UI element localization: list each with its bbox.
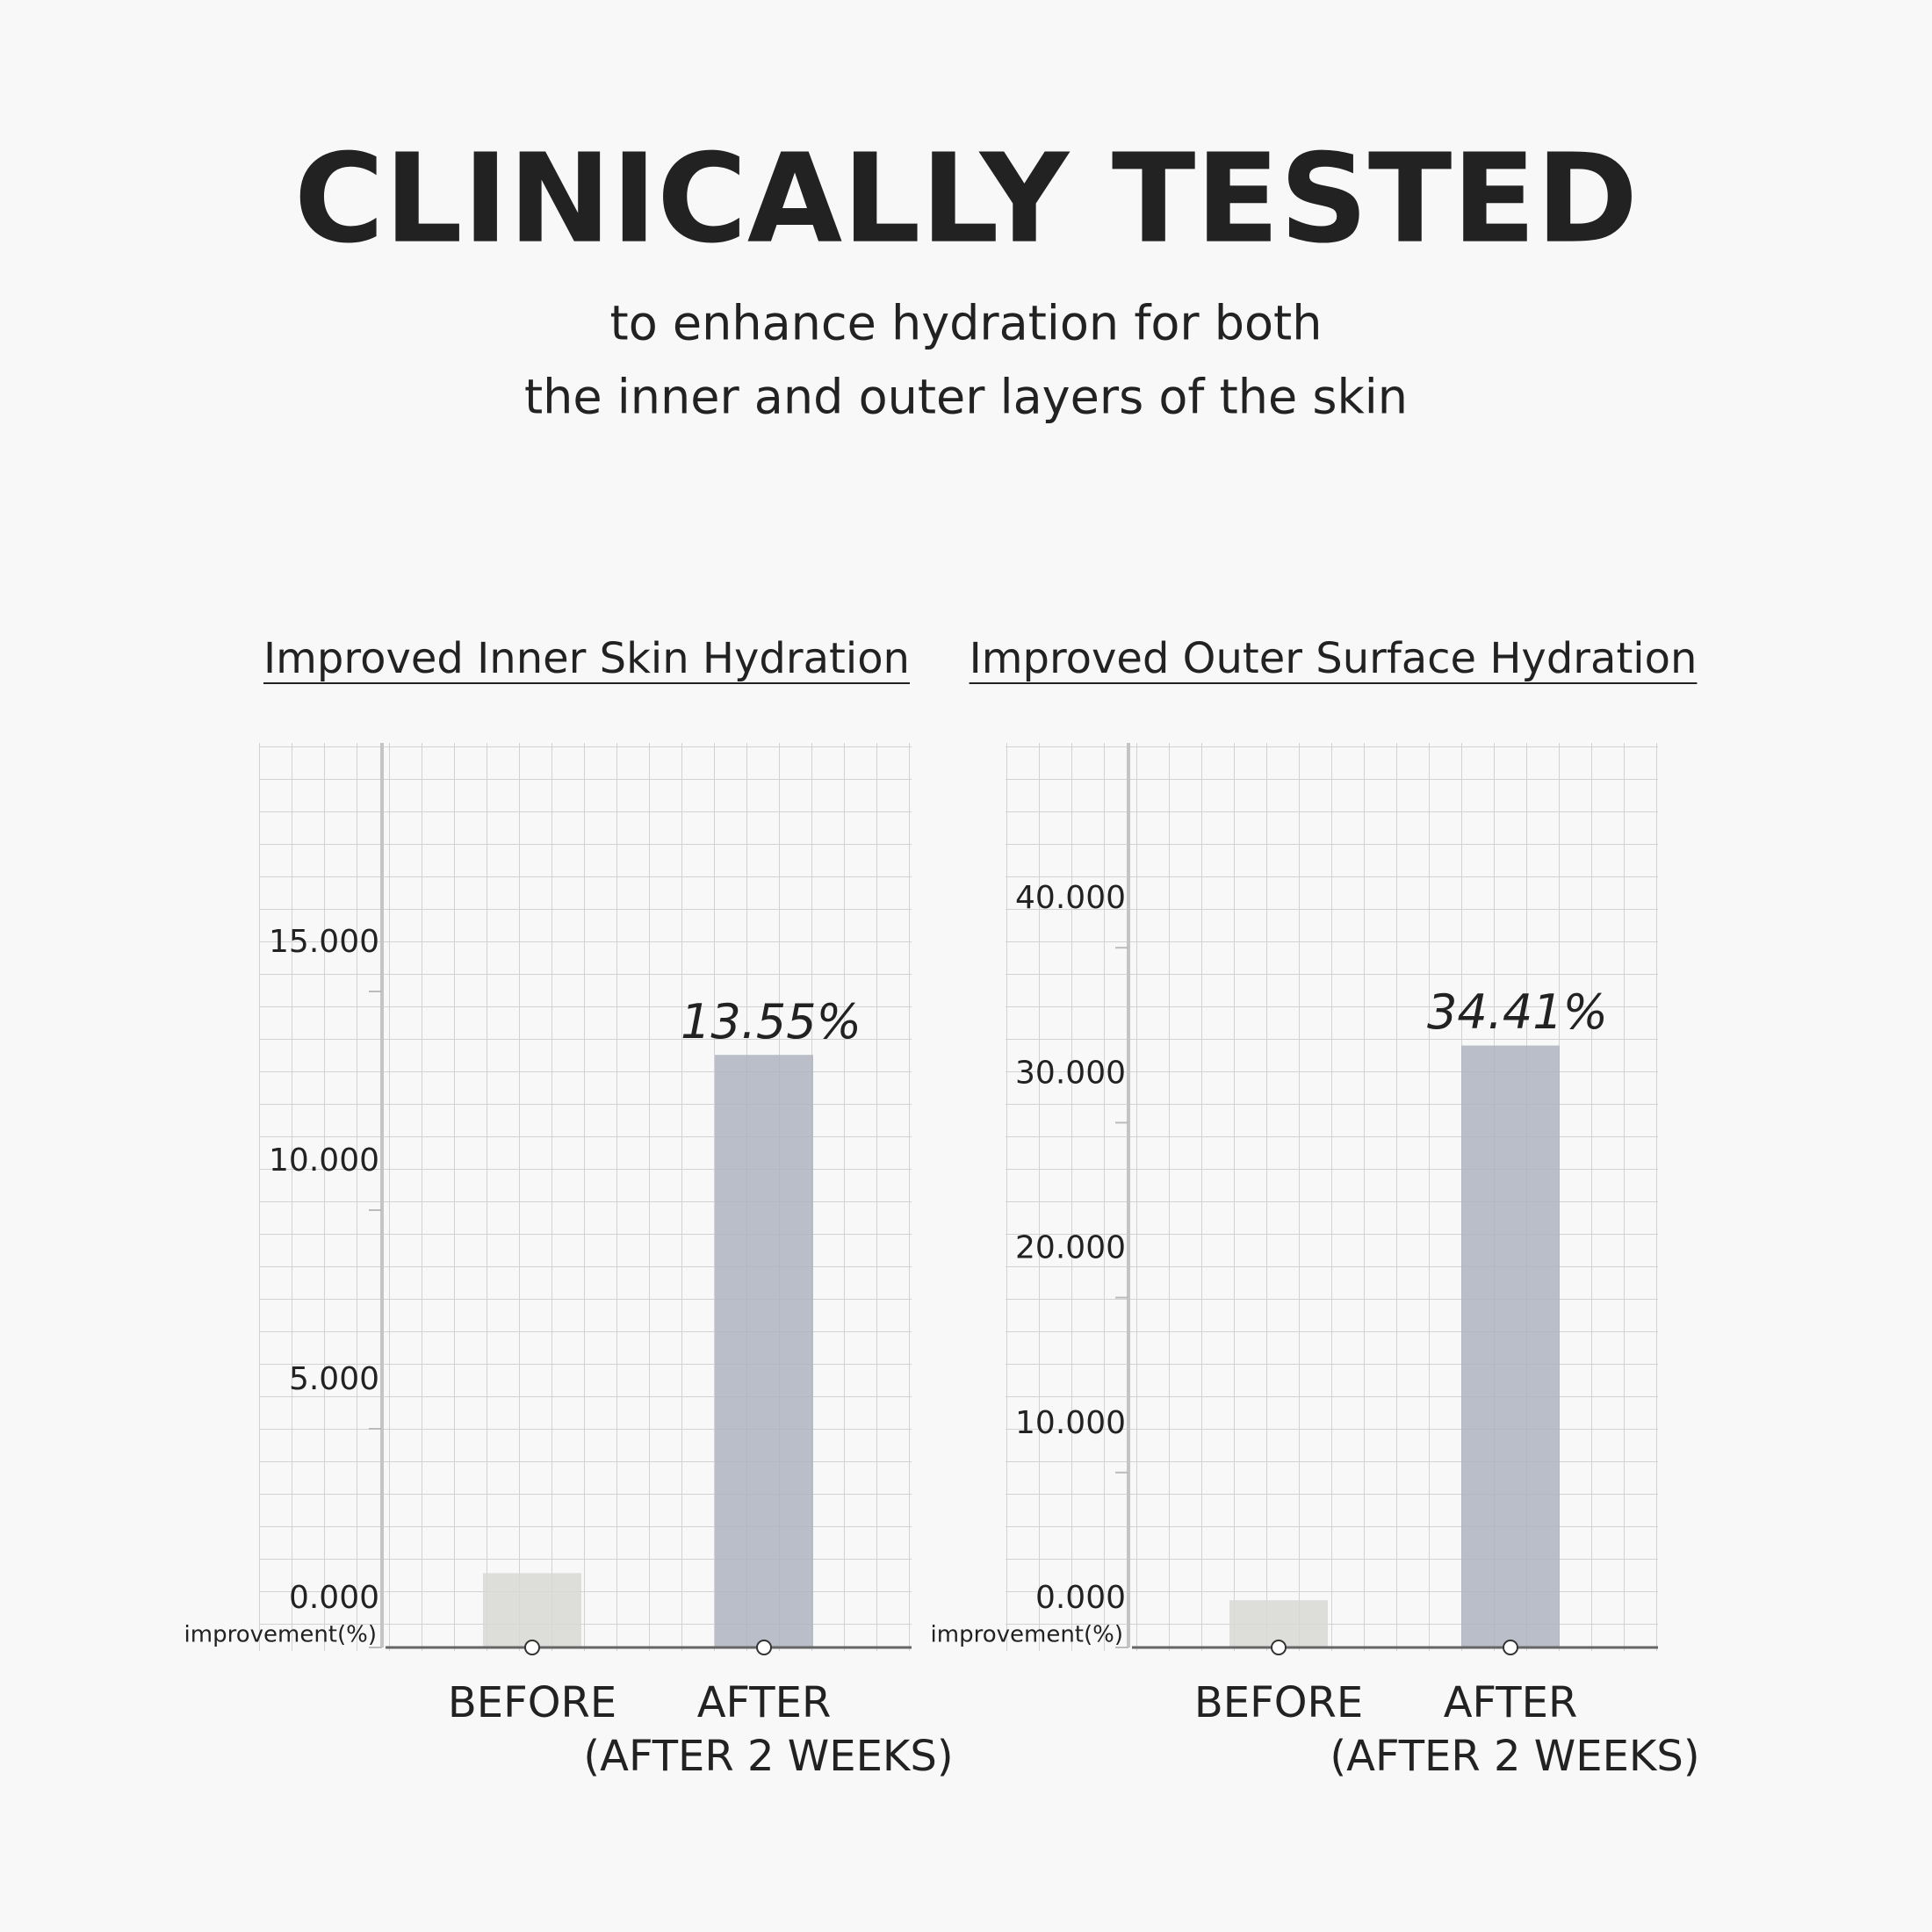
y-tick-label: 5.000 <box>289 1361 379 1397</box>
y-axis-label: improvement(%) <box>184 1622 377 1648</box>
y-tick-label: 10.000 <box>269 1143 379 1179</box>
subtitle: to enhance hydration for both <box>610 296 1323 351</box>
axis-dot <box>1271 1640 1287 1655</box>
y-tick-label: 15.000 <box>269 924 379 960</box>
value-label: 13.55% <box>681 994 861 1049</box>
title: CLINICALLY TESTED <box>294 128 1638 271</box>
chart-title: Improved Inner Skin Hydration <box>263 634 910 683</box>
bar <box>715 1055 813 1647</box>
y-tick-label: 10.000 <box>1015 1405 1126 1441</box>
y-axis-label: improvement(%) <box>931 1622 1123 1648</box>
grid-paper <box>1006 743 1658 1651</box>
y-tick-label: 40.000 <box>1015 880 1126 916</box>
chart-title: Improved Outer Surface Hydration <box>970 634 1698 683</box>
category-note: (AFTER 2 WEEKS) <box>1330 1732 1699 1781</box>
grid-paper <box>259 743 912 1651</box>
category-note: (AFTER 2 WEEKS) <box>583 1732 953 1781</box>
bar <box>1461 1045 1560 1647</box>
x-tick-label: BEFORE <box>1194 1678 1363 1727</box>
bar <box>483 1573 581 1647</box>
axis-dot <box>524 1640 540 1655</box>
subtitle: the inner and outer layers of the skin <box>524 370 1408 425</box>
axis-dot <box>1503 1640 1518 1655</box>
x-tick-label: AFTER <box>697 1678 832 1727</box>
x-tick-label: AFTER <box>1444 1678 1578 1727</box>
x-tick-label: BEFORE <box>448 1678 616 1727</box>
value-label: 34.41% <box>1427 984 1608 1040</box>
y-tick-label: 20.000 <box>1015 1230 1126 1266</box>
y-tick-label: 0.000 <box>1035 1580 1126 1616</box>
y-tick-label: 30.000 <box>1015 1055 1126 1091</box>
axis-dot <box>756 1640 772 1655</box>
y-tick-label: 0.000 <box>289 1580 379 1616</box>
